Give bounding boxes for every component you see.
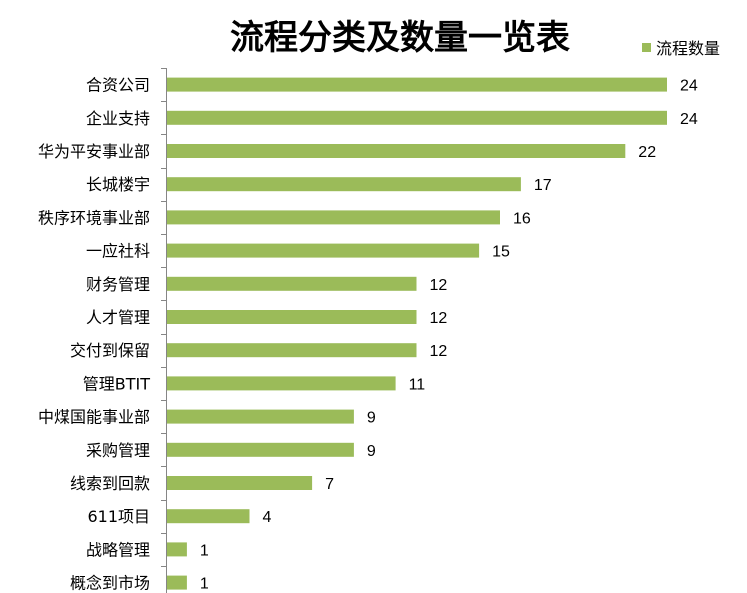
bar bbox=[167, 509, 250, 524]
category-label: 秩序环境事业部 bbox=[38, 208, 150, 227]
bar bbox=[167, 243, 480, 258]
data-label: 24 bbox=[680, 78, 698, 95]
bar bbox=[167, 210, 500, 225]
category-label: 人才管理 bbox=[86, 308, 150, 327]
bar bbox=[167, 144, 626, 158]
data-label: 17 bbox=[534, 177, 552, 194]
category-axis bbox=[161, 68, 167, 593]
bar bbox=[167, 343, 417, 358]
category-label: 交付到保留 bbox=[70, 341, 150, 360]
bars bbox=[167, 77, 667, 590]
category-label: 华为平安事业部 bbox=[38, 142, 150, 161]
bar bbox=[167, 575, 187, 590]
bar bbox=[167, 310, 417, 324]
data-label: 9 bbox=[367, 443, 376, 460]
data-label: 7 bbox=[325, 476, 334, 493]
category-label: 财务管理 bbox=[86, 275, 150, 294]
data-label: 12 bbox=[430, 343, 448, 360]
category-label: 企业支持 bbox=[86, 109, 150, 128]
data-label: 1 bbox=[200, 576, 209, 593]
category-label: 合资公司 bbox=[86, 76, 150, 95]
data-label: 11 bbox=[409, 376, 426, 393]
data-label: 4 bbox=[263, 509, 272, 526]
chart-title: 流程分类及数量一览表 bbox=[230, 18, 570, 58]
data-label: 24 bbox=[680, 111, 698, 128]
bar bbox=[167, 409, 354, 424]
data-label: 12 bbox=[430, 310, 448, 327]
legend-swatch bbox=[642, 43, 651, 52]
bar bbox=[167, 77, 667, 92]
category-label: 概念到市场 bbox=[70, 574, 150, 593]
category-label: 长城楼宇 bbox=[86, 175, 150, 194]
category-label: 管理BTIT bbox=[83, 374, 150, 393]
data-label: 22 bbox=[638, 144, 656, 161]
category-label: 战略管理 bbox=[86, 540, 150, 559]
category-label: 611项目 bbox=[87, 507, 150, 526]
bar bbox=[167, 110, 667, 125]
data-label: 9 bbox=[367, 410, 376, 427]
category-label: 一应社科 bbox=[86, 242, 150, 261]
data-label: 1 bbox=[200, 542, 209, 559]
bar bbox=[167, 276, 417, 291]
bar bbox=[167, 177, 521, 192]
category-label: 采购管理 bbox=[86, 441, 150, 460]
bar bbox=[167, 476, 313, 490]
bar bbox=[167, 442, 354, 457]
category-label: 线索到回款 bbox=[70, 474, 150, 493]
bar bbox=[167, 376, 396, 391]
data-label: 12 bbox=[430, 277, 448, 294]
data-label: 16 bbox=[513, 210, 531, 227]
legend-label: 流程数量 bbox=[656, 39, 720, 58]
category-labels: 合资公司企业支持华为平安事业部长城楼宇秩序环境事业部一应社科财务管理人才管理交付… bbox=[38, 76, 150, 593]
bar bbox=[167, 542, 187, 557]
legend: 流程数量 bbox=[642, 39, 720, 58]
category-label: 中煤国能事业部 bbox=[38, 408, 150, 427]
data-label: 15 bbox=[492, 244, 510, 261]
